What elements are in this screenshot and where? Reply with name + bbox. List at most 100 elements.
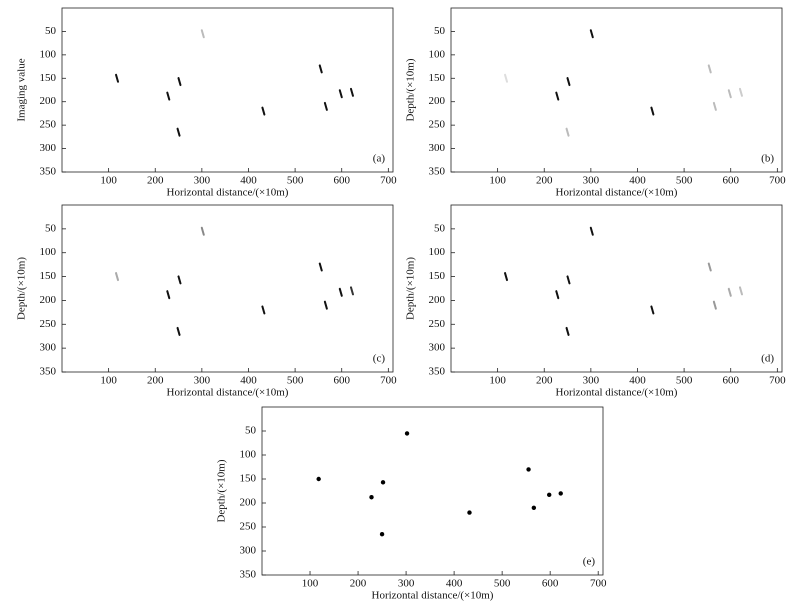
x-tick-label: 400 [240,375,257,387]
y-tick-label: 50 [45,25,57,37]
point [338,287,343,297]
y-tick-label: 100 [40,246,57,258]
point [712,300,717,310]
point [379,532,385,537]
point [338,89,343,99]
y-tick-label: 300 [429,342,446,354]
y-tick-label: 250 [240,521,257,533]
x-tick-label: 100 [100,175,117,187]
point [200,29,205,39]
x-axis-label: Horizontal distance/(×10m) [372,590,494,602]
x-tick-label: 200 [147,375,164,387]
plot-frame [450,7,783,173]
x-tick-label: 600 [333,375,350,387]
point [555,290,560,300]
point [349,87,354,97]
x-tick-label: 700 [380,375,397,387]
plot-frame [261,406,604,576]
point [318,64,323,74]
x-tick-label: 300 [583,375,600,387]
y-axis-label: Imaging value [16,58,28,121]
point [176,326,181,336]
y-tick-label: 350 [429,366,446,378]
panel-label: (e) [583,556,596,568]
x-tick-label: 600 [722,175,739,187]
y-tick-label: 250 [429,318,446,330]
x-tick-label: 400 [240,175,257,187]
y-tick-label: 200 [40,95,57,107]
point [566,275,571,285]
point [261,305,266,315]
point [318,262,323,272]
point [323,300,328,310]
point [589,226,594,236]
y-tick-label: 150 [240,473,257,485]
point [349,286,354,296]
y-tick-label: 150 [429,270,446,282]
point [177,77,182,87]
x-tick-label: 100 [302,578,319,590]
x-tick-label: 300 [194,175,211,187]
y-tick-label: 150 [40,72,57,84]
point [650,305,655,315]
y-axis-label: Depth/(×10m) [216,459,228,522]
y-tick-label: 50 [434,25,446,37]
point [727,287,732,297]
plot-frame [61,7,394,173]
point [504,73,509,83]
y-tick-label: 200 [40,294,57,306]
x-tick-label: 300 [583,175,600,187]
y-tick-label: 100 [240,449,257,461]
x-axis-label: Horizontal distance/(×10m) [167,387,289,399]
point [738,286,743,296]
x-tick-label: 700 [380,175,397,187]
x-tick-label: 400 [629,375,646,387]
point [380,480,386,485]
y-tick-label: 300 [40,342,57,354]
x-axis-label: Horizontal distance/(×10m) [556,387,678,399]
y-tick-label: 250 [40,119,57,131]
x-tick-label: 700 [590,578,607,590]
y-tick-label: 50 [434,222,446,234]
x-tick-label: 500 [676,375,693,387]
plot-frame [450,204,783,373]
point [526,467,531,472]
x-tick-label: 500 [494,578,511,590]
y-tick-label: 100 [40,48,57,60]
x-tick-label: 500 [287,175,304,187]
point [566,77,571,87]
point [176,127,181,137]
x-tick-label: 100 [489,375,506,387]
y-tick-label: 100 [429,48,446,60]
point [565,127,570,137]
y-tick-label: 200 [429,95,446,107]
x-tick-label: 600 [722,375,739,387]
x-tick-label: 100 [489,175,506,187]
y-tick-label: 250 [40,318,57,330]
plot-frame [61,204,394,373]
x-tick-label: 700 [769,375,786,387]
x-tick-label: 300 [398,578,415,590]
point [323,101,328,111]
x-tick-label: 200 [536,375,553,387]
point [166,290,171,300]
x-tick-label: 200 [147,175,164,187]
y-tick-label: 350 [240,569,257,581]
x-tick-label: 100 [100,375,117,387]
point [555,91,560,101]
panel-label: (b) [761,153,774,165]
x-tick-label: 700 [769,175,786,187]
point [531,505,537,510]
point [547,492,552,498]
point [565,326,570,336]
x-tick-label: 500 [676,175,693,187]
point [467,510,472,515]
x-tick-label: 400 [629,175,646,187]
x-tick-label: 600 [333,175,350,187]
point [115,73,120,83]
x-axis-label: Horizontal distance/(×10m) [167,187,289,199]
point [727,89,732,99]
point [404,431,410,436]
point [177,275,182,285]
y-tick-label: 150 [40,270,57,282]
